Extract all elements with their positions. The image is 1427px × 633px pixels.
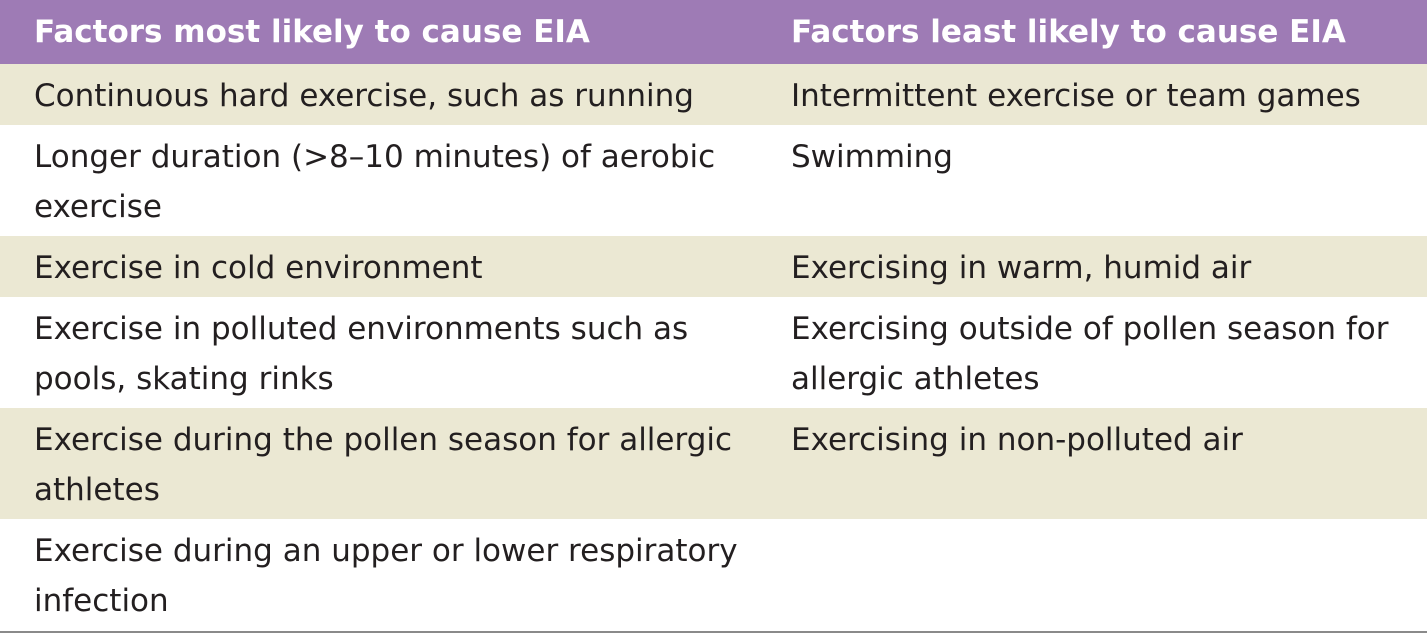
header-most-likely: Factors most likely to cause EIA bbox=[0, 0, 757, 64]
table-row: Exercise in polluted environments such a… bbox=[0, 297, 1427, 408]
table-row: Continuous hard exercise, such as runnin… bbox=[0, 64, 1427, 125]
cell-most-likely: Longer duration (>8–10 minutes) of aerob… bbox=[0, 125, 757, 236]
cell-least-likely: Intermittent exercise or team games bbox=[757, 64, 1427, 125]
cell-most-likely: Exercise during the pollen season for al… bbox=[0, 408, 757, 519]
cell-least-likely: Exercising in warm, humid air bbox=[757, 236, 1427, 297]
table-row: Exercise in cold environment Exercising … bbox=[0, 236, 1427, 297]
cell-most-likely: Exercise in polluted environments such a… bbox=[0, 297, 757, 408]
cell-most-likely: Exercise during an upper or lower respir… bbox=[0, 519, 757, 632]
cell-least-likely: Exercising outside of pollen season for … bbox=[757, 297, 1427, 408]
header-least-likely: Factors least likely to cause EIA bbox=[757, 0, 1427, 64]
cell-least-likely: Exercising in non-polluted air bbox=[757, 408, 1427, 519]
cell-most-likely: Continuous hard exercise, such as runnin… bbox=[0, 64, 757, 125]
table-row: Longer duration (>8–10 minutes) of aerob… bbox=[0, 125, 1427, 236]
table-row: Exercise during an upper or lower respir… bbox=[0, 519, 1427, 632]
cell-most-likely: Exercise in cold environment bbox=[0, 236, 757, 297]
table-row: Exercise during the pollen season for al… bbox=[0, 408, 1427, 519]
cell-least-likely: Swimming bbox=[757, 125, 1427, 236]
cell-least-likely bbox=[757, 519, 1427, 632]
header-row: Factors most likely to cause EIA Factors… bbox=[0, 0, 1427, 64]
